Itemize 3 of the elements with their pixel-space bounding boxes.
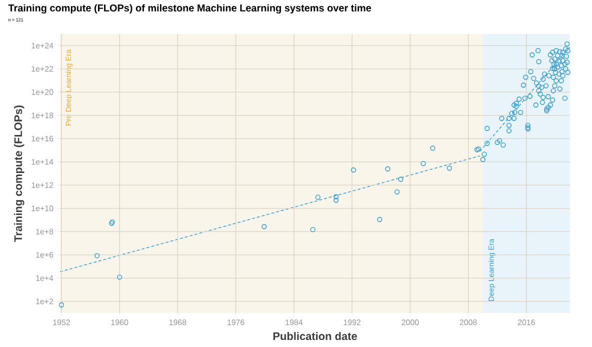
chart-title: Training compute (FLOPs) of milestone Machine Learning systems over time <box>8 4 372 14</box>
y-axis-title: Training compute (FLOPs) <box>14 106 24 242</box>
x-axis-title: Publication date <box>273 332 357 340</box>
